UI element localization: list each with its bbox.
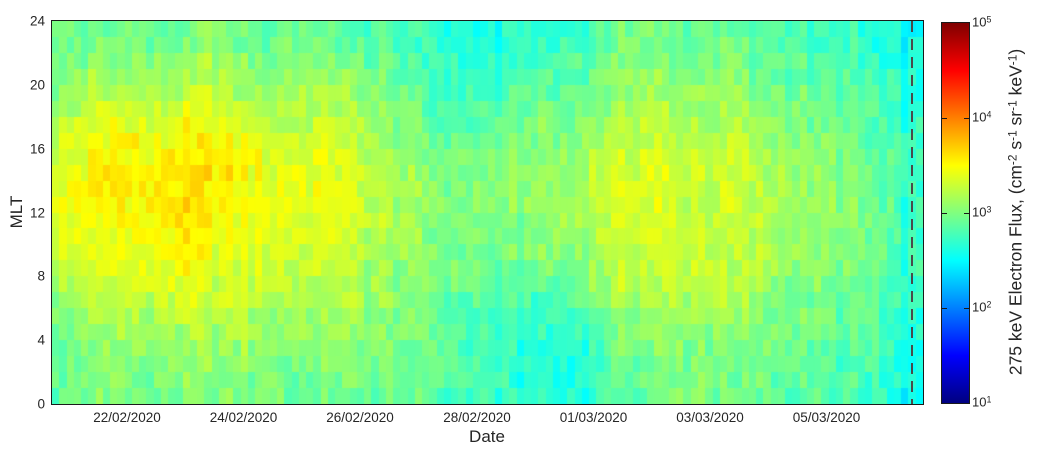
y-tick-label: 4 xyxy=(37,332,45,348)
x-tick-label: 05/03/2020 xyxy=(792,410,861,425)
colorbar-tick-mark xyxy=(964,308,969,309)
colorbar-tick-mark xyxy=(942,118,947,119)
colorbar-tick-mark xyxy=(942,213,947,214)
y-axis-label: MLT xyxy=(7,195,26,229)
x-axis-label: Date xyxy=(469,427,505,446)
heatmap-canvas xyxy=(52,21,923,404)
colorbar-tick-mark xyxy=(964,118,969,119)
colorbar-tick-mark xyxy=(942,308,947,309)
colorbar-tick-mark xyxy=(964,213,969,214)
colorbar-tick-label: 101 xyxy=(972,394,992,410)
y-tick-label: 20 xyxy=(29,77,45,93)
colorbar-tick-label: 102 xyxy=(972,299,992,315)
y-tick-label: 8 xyxy=(37,268,45,284)
heatmap-plot-area xyxy=(51,20,924,405)
y-tick-label: 12 xyxy=(29,205,45,220)
colorbar-label: 275 keV Electron Flux, (cm-2 s-1 sr-1 ke… xyxy=(1005,48,1026,376)
x-tick-label: 22/02/2020 xyxy=(93,410,161,425)
x-tick-label: 26/02/2020 xyxy=(326,410,394,425)
y-tick-label: 16 xyxy=(29,141,45,157)
x-tick-label: 03/03/2020 xyxy=(676,410,744,425)
y-tick-label: 0 xyxy=(37,396,45,412)
colorbar xyxy=(941,22,970,404)
colorbar-tick-label: 103 xyxy=(972,204,992,220)
y-tick-label: 24 xyxy=(29,13,45,29)
x-tick-label: 01/03/2020 xyxy=(559,410,628,425)
x-tick-label: 28/02/2020 xyxy=(443,410,511,425)
colorbar-tick-label: 104 xyxy=(972,109,992,125)
event-dashed-line xyxy=(911,21,913,404)
colorbar-tick-label: 105 xyxy=(972,14,992,30)
x-tick-label: 24/02/2020 xyxy=(209,410,278,425)
